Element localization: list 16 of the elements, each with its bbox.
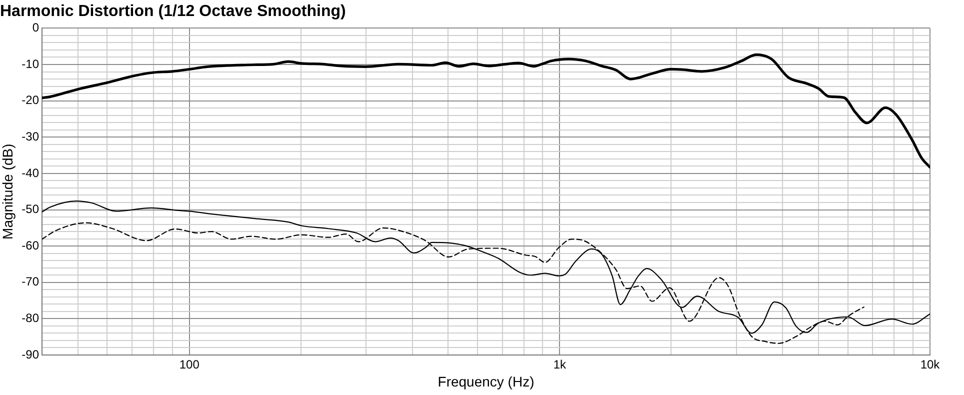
y-tick-label: -60 <box>22 238 40 252</box>
y-tick-label: -30 <box>22 129 40 144</box>
y-tick-label: -10 <box>22 56 40 71</box>
y-tick-label: -50 <box>22 202 40 216</box>
y-tick-label: 0 <box>32 20 40 35</box>
y-tick-label: -20 <box>22 93 40 108</box>
x-axis-title: Frequency (Hz) <box>438 373 534 390</box>
y-tick-label: -40 <box>22 166 40 180</box>
y-tick-label: -70 <box>22 274 40 289</box>
y-axis-title: Magnitude (dB) <box>0 144 16 240</box>
x-tick-label: 100 <box>179 358 200 372</box>
chart-title: Harmonic Distortion (1/12 Octave Smoothing) <box>0 3 346 20</box>
y-tick-label: -80 <box>22 311 40 325</box>
y-tick-label: -90 <box>22 347 40 362</box>
x-tick-label: 1k <box>553 358 568 372</box>
x-tick-label: 10k <box>920 358 941 372</box>
